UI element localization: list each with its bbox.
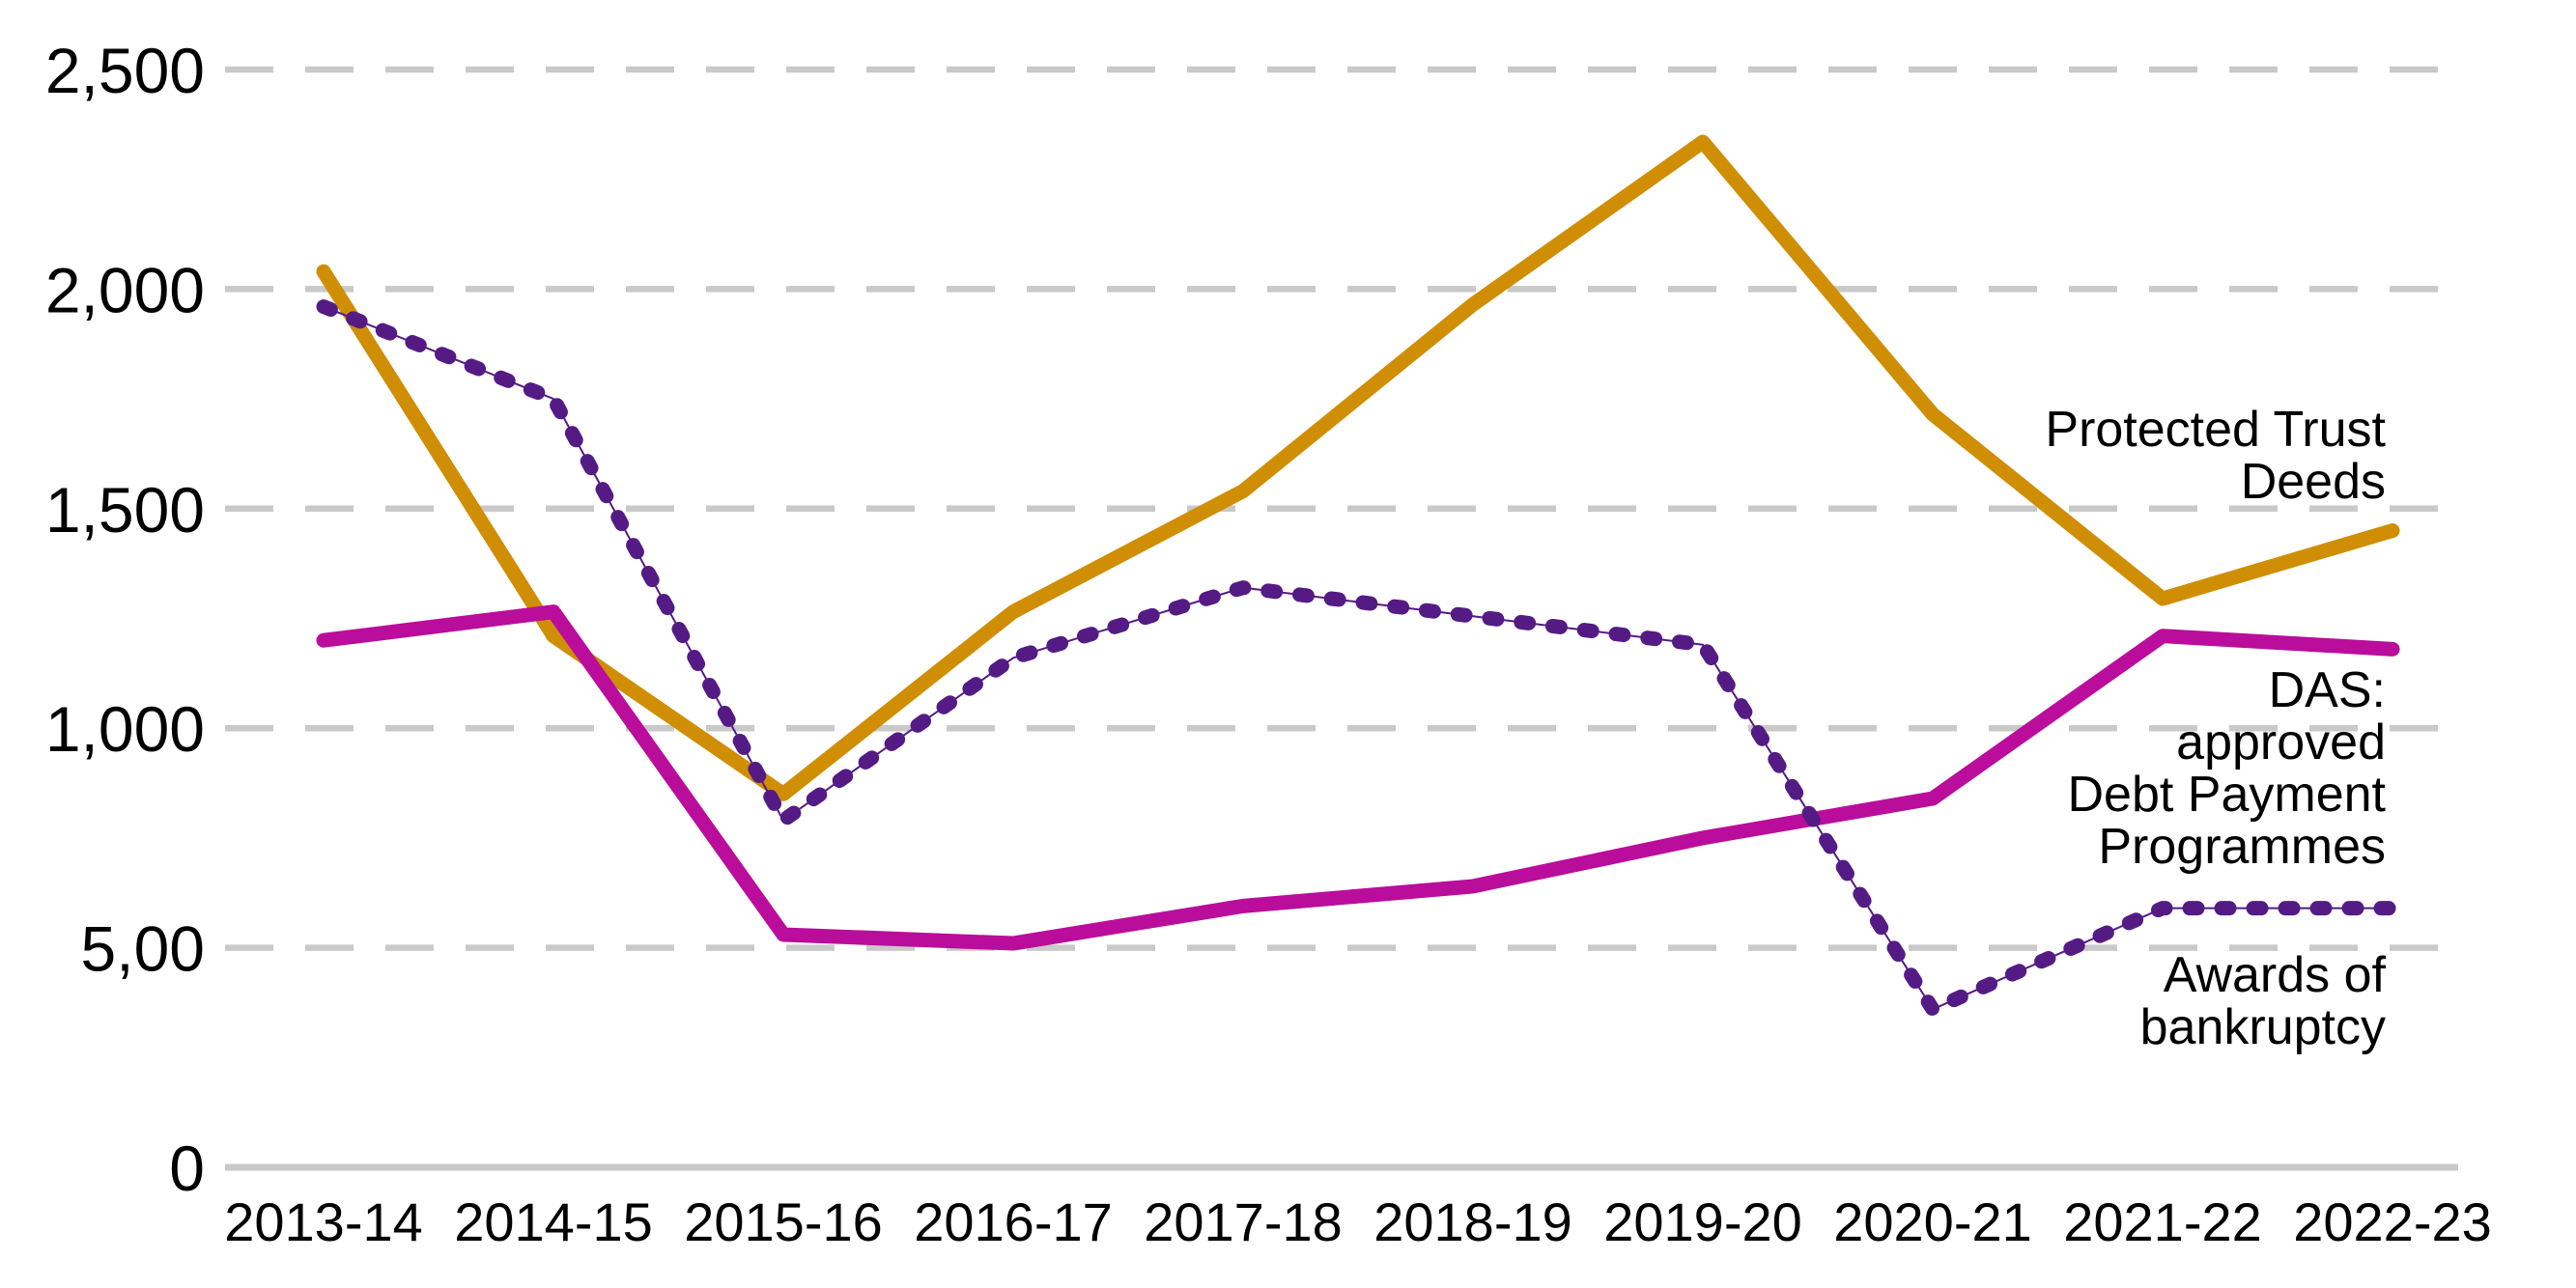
- x-tick-label: 2013-14: [224, 1191, 423, 1252]
- y-tick-label: 1,000: [45, 693, 205, 765]
- y-tick-label: 2,000: [45, 254, 205, 325]
- x-tick-label: 2018-19: [1373, 1191, 1572, 1252]
- y-tick-label: 5,00: [81, 913, 205, 985]
- series-label-line: approved: [2176, 714, 2386, 770]
- series-line-protected-trust-deeds: [316, 134, 2400, 801]
- series-line-das-approved-debt-payment-programmes: [316, 604, 2400, 951]
- series-label-line: Protected Trust: [2045, 402, 2386, 458]
- x-tick-label: 2016-17: [914, 1191, 1113, 1252]
- y-tick-label: 1,500: [45, 474, 205, 546]
- x-tick-label: 2021-22: [2063, 1191, 2262, 1252]
- x-tick-label: 2017-18: [1144, 1191, 1343, 1252]
- series-label-line: DAS:: [2269, 662, 2386, 718]
- series-label-line: Deeds: [2241, 454, 2386, 510]
- series-label-line: Awards of: [2164, 947, 2387, 1003]
- x-tick-label: 2014-15: [454, 1191, 653, 1252]
- series-label-line: bankruptcy: [2140, 999, 2386, 1055]
- series-line-awards-of-bankruptcy: [316, 299, 2400, 1017]
- x-axis-tick-labels: 2013-14 2014-15 2015-16 2016-17 2017-18 2018-…: [224, 1191, 2492, 1252]
- series-label-line: Programmes: [2098, 819, 2386, 875]
- x-tick-label: 2019-20: [1603, 1191, 1802, 1252]
- x-tick-label: 2022-23: [2293, 1191, 2492, 1252]
- gridlines-layer: [225, 66, 2458, 1171]
- series-lines-layer: [316, 134, 2400, 1017]
- y-tick-label: 2,500: [45, 35, 205, 106]
- x-tick-label: 2015-16: [684, 1191, 883, 1252]
- series-label-line: Debt Payment: [2068, 767, 2387, 823]
- y-tick-label: 0: [169, 1133, 205, 1204]
- y-axis-tick-labels: 0 5,00 1,000 1,500 2,000 2,500: [45, 35, 205, 1204]
- x-tick-label: 2020-21: [1833, 1191, 2032, 1252]
